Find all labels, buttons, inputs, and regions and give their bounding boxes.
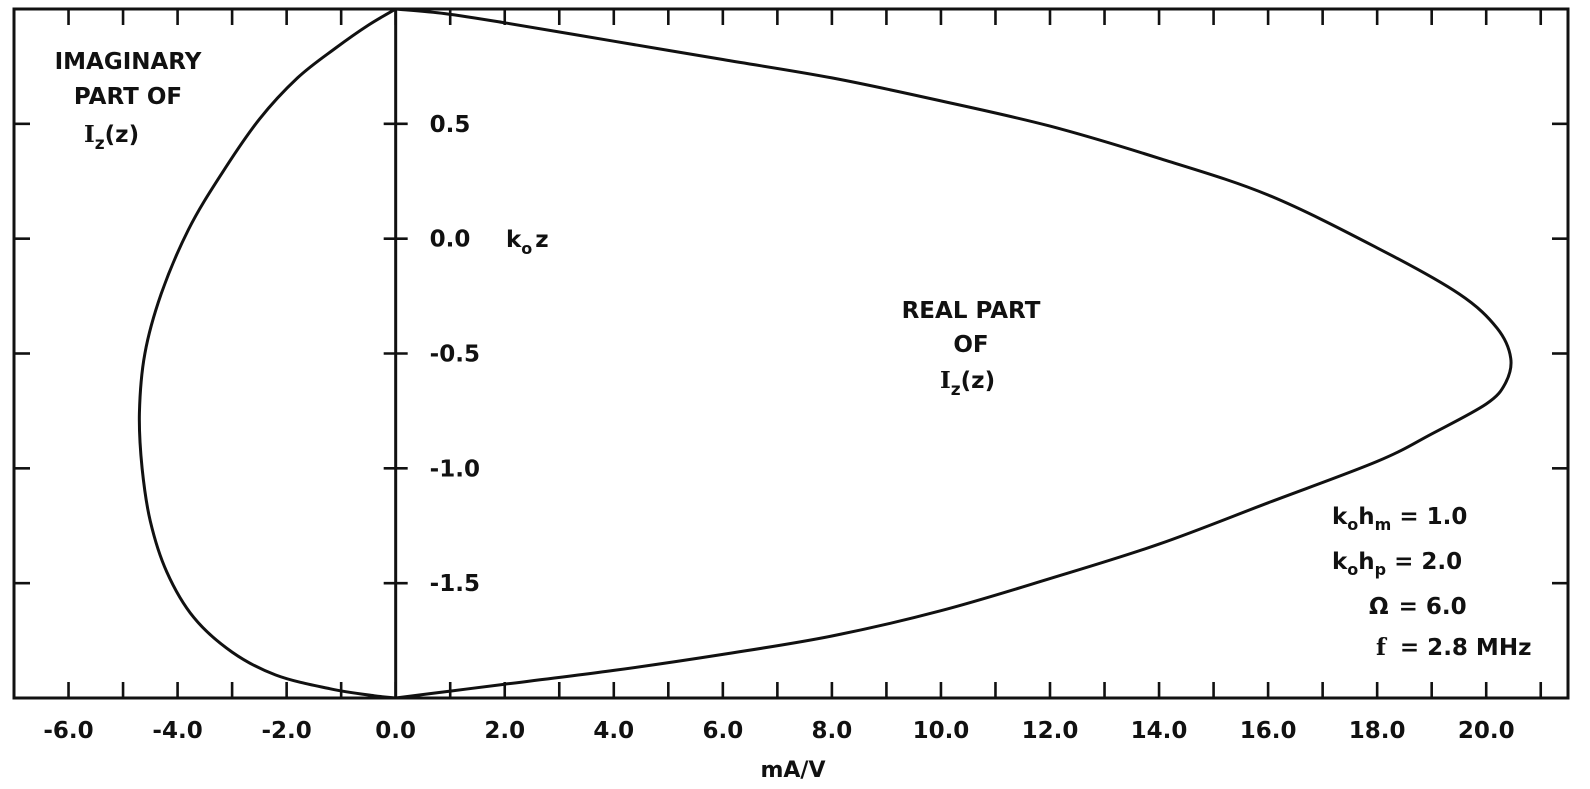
y-tick-label: 0.5	[430, 112, 471, 138]
x-tick-label: 0.0	[375, 718, 416, 744]
parameters-legend: kohm = 1.0 kohp = 2.0 Ω = 6.0 f = 2.8 MHz	[1332, 504, 1531, 661]
x-tick-label: 16.0	[1240, 718, 1297, 744]
param-frequency: f = 2.8 MHz	[1376, 634, 1531, 661]
x-tick-label: 4.0	[593, 718, 634, 744]
svg-text:koz: ko z	[506, 227, 549, 258]
plot-frame	[12, 7, 1570, 700]
x-tick-label: 20.0	[1458, 718, 1515, 744]
param-kohm: kohm = 1.0	[1332, 504, 1467, 534]
y-tick-label: -1.5	[430, 571, 480, 597]
x-tick-label: -2.0	[261, 718, 311, 744]
svg-text:Iz(z): Iz(z)	[84, 121, 139, 154]
svg-text:PART OF: PART OF	[74, 84, 182, 110]
ylabel-o: o	[521, 239, 532, 258]
svg-text:IMAGINARY: IMAGINARY	[55, 49, 202, 75]
x-tick-label: 6.0	[702, 718, 743, 744]
imaginary-part-annotation: IMAGINARY PART OF Iz(z)	[55, 49, 202, 154]
y-axis-label: ko z	[506, 227, 549, 258]
y-tick-label: 0.0	[430, 227, 471, 253]
y-ticks: 0.5 0.0 -0.5 -1.0 -1.5	[14, 112, 1568, 597]
svg-text:Iz(z): Iz(z)	[940, 367, 995, 400]
x-ticks: -6.0 -4.0 -2.0 0.0 2.0 4.0 6.0 8.0 10.0 12.0 14.0 1…	[43, 9, 1543, 744]
x-tick-label: 2.0	[484, 718, 525, 744]
param-omega: Ω = 6.0	[1369, 594, 1467, 620]
real-part-annotation: REAL PART OF Iz(z)	[902, 298, 1041, 400]
x-tick-label: -6.0	[43, 718, 93, 744]
x-tick-label: 18.0	[1349, 718, 1406, 744]
x-tick-label: 12.0	[1022, 718, 1079, 744]
svg-text:REAL PART: REAL PART	[902, 298, 1041, 324]
x-tick-label: 14.0	[1131, 718, 1188, 744]
y-tick-label: -0.5	[430, 342, 480, 368]
y-tick-label: -1.0	[430, 456, 480, 482]
imaginary-part-curve	[137, 7, 397, 700]
svg-text:OF: OF	[953, 332, 988, 358]
ylabel-k: k	[506, 227, 522, 253]
real-part-curve	[395, 7, 1513, 700]
param-kohp: kohp = 2.0	[1332, 549, 1462, 579]
x-axis-label: mA/V	[760, 758, 825, 783]
x-tick-label: 8.0	[812, 718, 853, 744]
x-tick-label: -4.0	[152, 718, 202, 744]
ylabel-z: z	[535, 227, 548, 253]
series-group	[137, 7, 1513, 700]
x-tick-label: 10.0	[913, 718, 970, 744]
